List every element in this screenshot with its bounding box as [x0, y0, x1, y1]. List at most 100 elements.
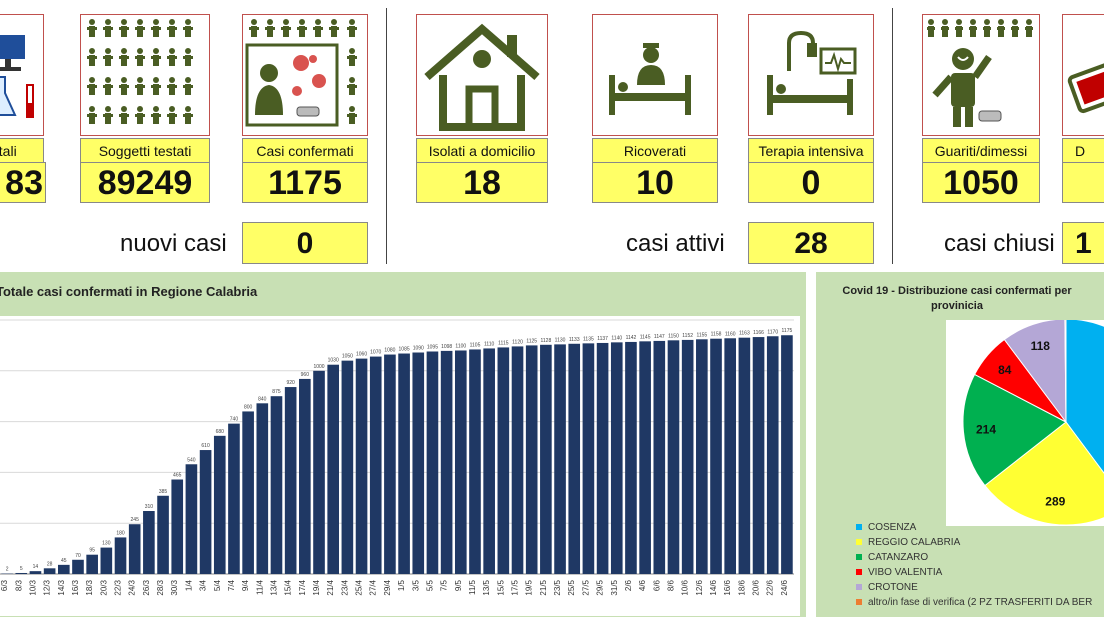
- home-isolation-value: 18: [416, 162, 548, 203]
- bar-chart-panel: Totale casi confermati in Regione Calabr…: [0, 272, 806, 617]
- bar: [752, 337, 765, 574]
- bar-data-label: 465: [173, 473, 182, 479]
- bar-data-label: 1105: [470, 342, 481, 348]
- bar-data-label: 95: [89, 548, 95, 554]
- x-tick-label: 3/5: [411, 579, 420, 591]
- bar-data-label: 14: [33, 564, 39, 570]
- bar: [469, 349, 481, 574]
- bar-data-label: 130: [102, 541, 111, 547]
- bar: [72, 559, 84, 574]
- pie-legend-label: CROTONE: [868, 582, 918, 593]
- x-tick-label: 5/4: [213, 579, 222, 591]
- recovered-value: 1050: [922, 162, 1040, 203]
- bar-data-label: 1085: [399, 347, 410, 353]
- pie-legend-label: REGGIO CALABRIA: [868, 537, 961, 548]
- active-cases-label: casi attivi: [626, 230, 725, 257]
- x-tick-label: 28/3: [156, 579, 165, 595]
- bar-data-label: 1050: [342, 354, 353, 360]
- recovered-label: Guariti/dimessi: [922, 138, 1040, 164]
- bar-data-label: 740: [230, 417, 239, 423]
- bar-data-label: 1100: [455, 343, 466, 349]
- x-tick-label: 22/6: [766, 579, 775, 595]
- confirmed-cases-label: Casi confermati: [242, 138, 368, 164]
- bar: [724, 338, 737, 574]
- x-tick-label: 29/5: [596, 579, 605, 595]
- bar: [270, 396, 283, 574]
- bar-data-label: 1133: [569, 337, 580, 343]
- bar: [639, 341, 651, 574]
- bar-data-label: 180: [116, 530, 125, 536]
- bar: [738, 337, 751, 574]
- bar-data-label: 610: [201, 443, 210, 449]
- bar-data-label: 960: [301, 372, 310, 378]
- pie-legend-item: CROTONE: [856, 582, 918, 593]
- pie-legend: COSENZA REGGIO CALABRIA CATANZARO VIBO VALE…: [856, 520, 1104, 614]
- pie-legend-swatch: [856, 524, 862, 531]
- pie-legend-swatch: [856, 584, 862, 591]
- pie-chart-title: Covid 19 - Distribuzione casi confermati…: [842, 285, 1072, 312]
- x-tick-label: 16/3: [71, 579, 80, 595]
- bar: [213, 435, 226, 574]
- bar: [454, 350, 467, 574]
- pie-data-label: 84: [998, 363, 1012, 377]
- x-tick-label: 15/4: [284, 579, 293, 595]
- bar: [653, 340, 666, 574]
- bar-data-label: 1098: [441, 344, 452, 350]
- x-tick-label: 10/3: [28, 579, 37, 595]
- x-tick-label: 1/4: [184, 579, 193, 591]
- virus-person-icon: [242, 14, 368, 136]
- x-tick-label: 17/4: [298, 579, 307, 595]
- x-tick-label: 12/6: [695, 579, 704, 595]
- bar: [128, 524, 141, 574]
- bar: [766, 336, 779, 574]
- bar-data-label: 840: [258, 396, 267, 402]
- x-tick-label: 22/3: [114, 579, 123, 595]
- x-tick-label: 24/6: [780, 579, 789, 595]
- intensive-care-label: Terapia intensiva: [748, 138, 874, 164]
- recovered-person-icon: [922, 14, 1040, 136]
- tested-subjects-value: 89249: [80, 162, 210, 203]
- bar: [412, 352, 425, 574]
- bar: [369, 356, 382, 574]
- x-tick-label: 25/4: [355, 579, 364, 595]
- bar: [554, 344, 566, 574]
- pie-slice: [1065, 320, 1104, 474]
- bar: [625, 341, 637, 574]
- pie-slice: [962, 373, 1067, 487]
- deceased-stamp-icon: [1062, 14, 1104, 136]
- bar-chart: 2 5 14 28 45 70 95 130 180 245 310 385 465 540 610 680 7…: [0, 316, 800, 616]
- people-grid-icon: [80, 14, 210, 136]
- bar: [355, 358, 368, 574]
- pie-slice: [1003, 320, 1067, 424]
- bar-data-label: 1115: [498, 340, 509, 346]
- pie-legend-item: CATANZARO: [856, 552, 928, 563]
- bar: [299, 378, 311, 574]
- bar: [525, 345, 538, 574]
- x-tick-label: 27/4: [369, 579, 378, 595]
- bar: [781, 335, 793, 574]
- pie-legend-label: VIBO VALENTIA: [868, 567, 943, 578]
- bar-data-label: 1080: [384, 348, 395, 354]
- tests-total-label: otali: [0, 138, 44, 164]
- pie-chart: 289214841182: [946, 320, 1104, 526]
- hospital-bed-icon: [592, 14, 718, 136]
- bar: [43, 568, 56, 574]
- bar-data-label: 28: [47, 561, 53, 567]
- bar: [540, 344, 552, 574]
- bar: [185, 464, 198, 574]
- bar: [143, 511, 155, 574]
- bar-data-label: 70: [75, 553, 81, 559]
- lab-computer-icon: [0, 14, 44, 136]
- hospitalized-value: 10: [592, 162, 718, 203]
- bar: [327, 364, 340, 574]
- x-tick-label: 27/5: [581, 579, 590, 595]
- bar-data-label: 310: [145, 504, 154, 510]
- pie-data-label: 289: [1045, 495, 1065, 509]
- bar-data-label: 1142: [626, 335, 637, 341]
- bar: [568, 343, 581, 574]
- bar-data-label: 2: [6, 567, 9, 573]
- bar-data-label: 45: [61, 558, 67, 564]
- bar: [596, 342, 609, 574]
- bar: [157, 495, 169, 574]
- x-tick-label: 9/5: [454, 579, 463, 591]
